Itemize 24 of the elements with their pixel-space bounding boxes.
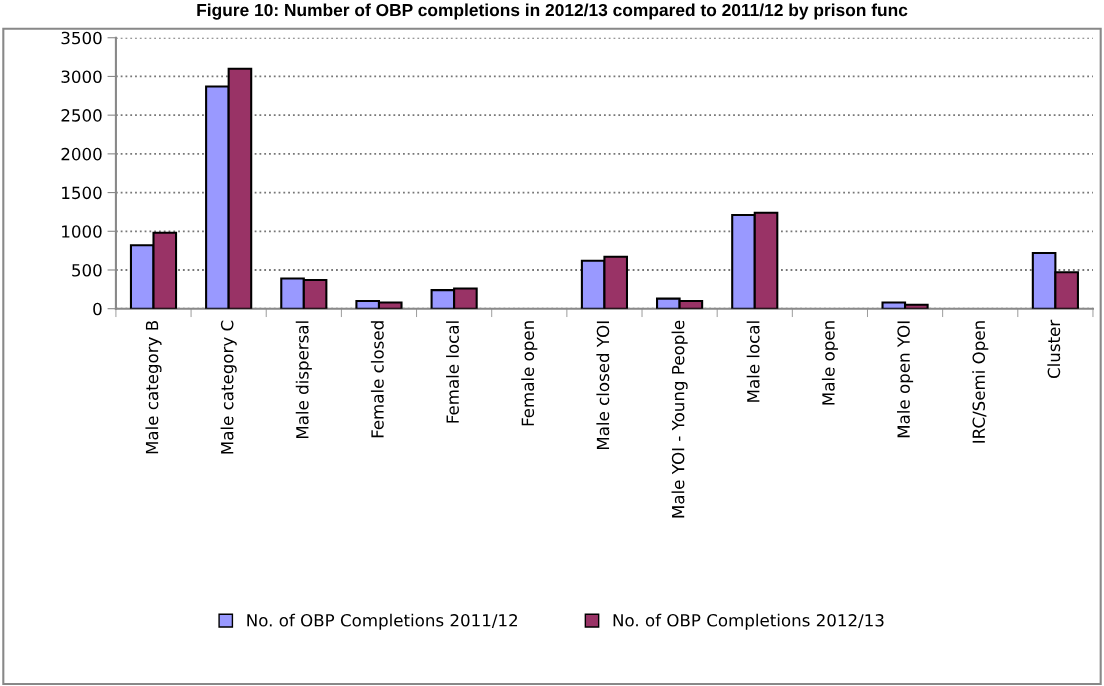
y-tick-label: 0 bbox=[93, 302, 102, 316]
x-tick-label: Male local bbox=[746, 321, 760, 402]
x-tick-label: Male open YOI bbox=[897, 321, 914, 438]
x-tick-label: Male YOI - Young People bbox=[671, 320, 688, 518]
y-tick-label: 3000 bbox=[61, 70, 102, 84]
y-tick-label: 3500 bbox=[61, 31, 102, 45]
x-tick-label: IRC/Semi Open bbox=[972, 321, 989, 443]
x-tick-label: Male open bbox=[821, 321, 838, 405]
y-tick-label: 1000 bbox=[62, 225, 102, 238]
x-tick-label: Male closed YOI bbox=[596, 321, 610, 450]
x-tick-label: Female local bbox=[446, 321, 459, 423]
x-tick-label: Male category C bbox=[220, 320, 237, 454]
x-tick-label: Female closed bbox=[370, 321, 384, 438]
x-tick-label: Cluster bbox=[1047, 319, 1061, 379]
x-tick-label: Male category B bbox=[145, 320, 162, 454]
x-tick-label: Male dispersal bbox=[295, 321, 312, 439]
y-tick-label: 2500 bbox=[61, 109, 102, 122]
chart-title: Figure 10: Number of OBP completions in 2012/13 compared to 2011/12 by prison func bbox=[197, 3, 908, 20]
legend-label: No. of OBP Completions 2012/13 bbox=[613, 613, 884, 630]
y-tick-label: 1500 bbox=[62, 186, 102, 200]
x-tick-label: Female open bbox=[521, 321, 538, 426]
y-tick-label: 500 bbox=[72, 263, 102, 277]
legend-label: No. of OBP Completions 2011/12 bbox=[247, 613, 517, 630]
y-tick-label: 2000 bbox=[61, 147, 102, 161]
